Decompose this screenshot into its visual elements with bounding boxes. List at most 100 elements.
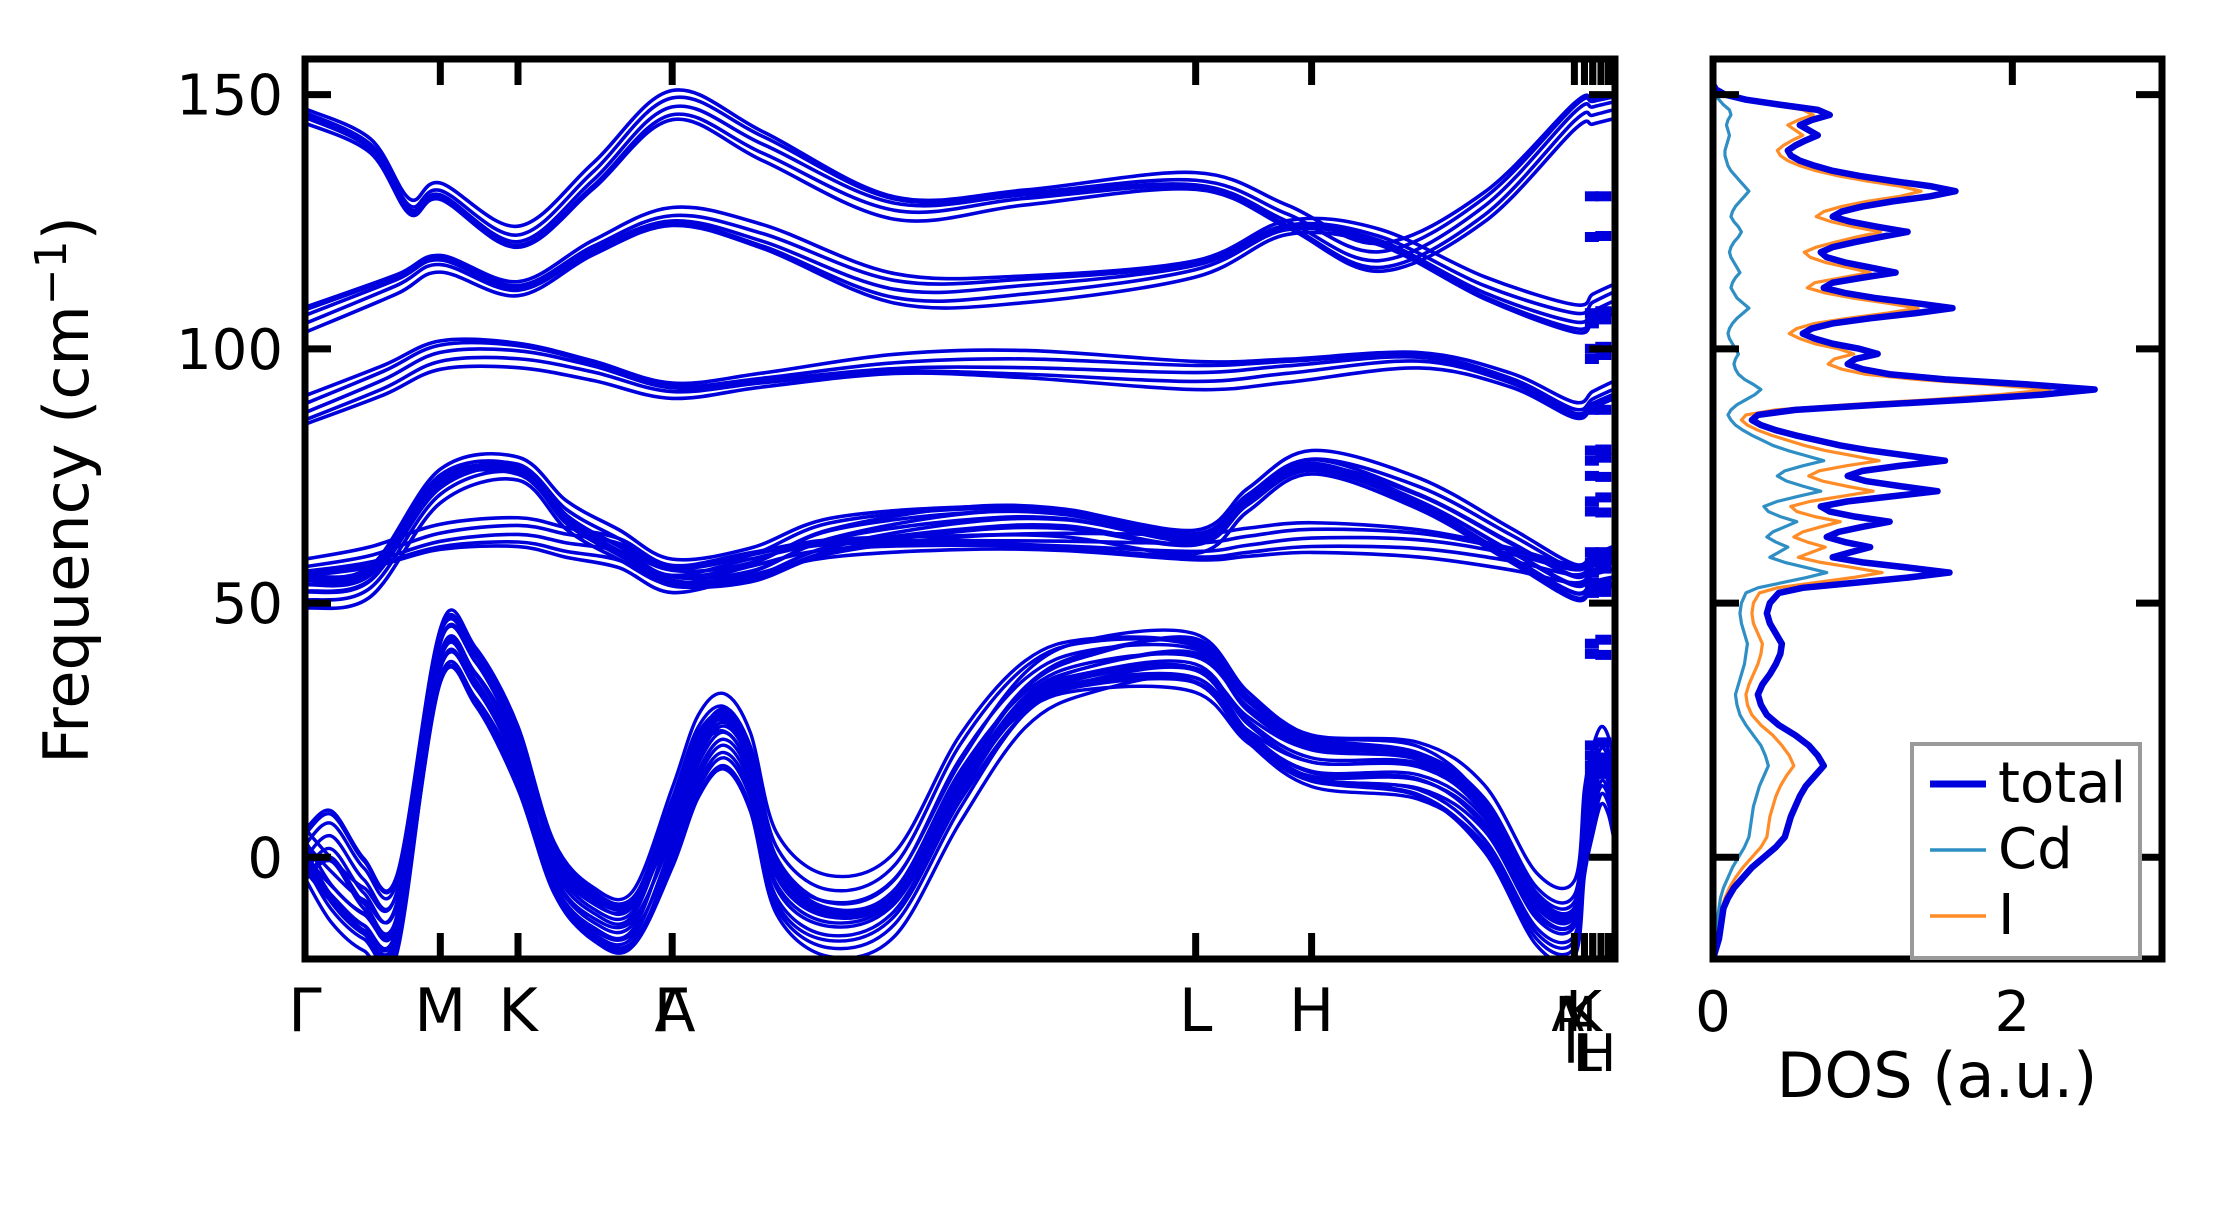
edge-marker — [1584, 496, 1599, 507]
dos-legend[interactable]: total Cd I — [1910, 742, 2142, 960]
x-tick-group — [301, 59, 1612, 959]
edge-marker — [1595, 768, 1612, 779]
band-curve — [305, 213, 1615, 316]
x-ticklabel-gamma2: Γ — [654, 976, 688, 1046]
band-curve — [305, 463, 1615, 584]
edge-marker — [1595, 452, 1612, 463]
legend-entry-cd[interactable]: Cd — [1930, 817, 2073, 882]
band-curve — [305, 660, 1615, 943]
y-ticklabel-group: 0 50 100 150 — [176, 64, 283, 892]
edge-marker — [1584, 740, 1599, 751]
edge-marker — [1595, 578, 1612, 589]
dos-curves-group — [1713, 81, 2098, 959]
x-ticklabel-h: H — [1289, 976, 1334, 1046]
edge-marker — [1584, 506, 1599, 517]
y-ticklabel: 50 — [212, 572, 283, 637]
edge-marker — [1584, 587, 1599, 598]
band-panel-frame — [301, 55, 1619, 963]
edge-marker — [1595, 737, 1612, 748]
band-curve — [305, 99, 1615, 263]
edge-marker — [1595, 507, 1612, 518]
edge-marker — [1595, 563, 1612, 574]
edge-marker — [1595, 634, 1612, 645]
band-curve — [305, 205, 1615, 310]
band-curve — [305, 107, 1615, 270]
ylabel-superscript: −1 — [26, 240, 77, 305]
y-tick-group — [305, 91, 1615, 861]
x-ticklabel-gamma: Γ — [288, 976, 322, 1046]
svg-text:Frequency (cm−1): Frequency (cm−1) — [26, 216, 103, 764]
edge-marker — [1584, 191, 1599, 202]
edge-marker — [1584, 445, 1599, 456]
ylabel-base: Frequency (cm — [30, 305, 103, 764]
x-ticklabel-l2: L — [1573, 1024, 1602, 1084]
band-curve — [305, 221, 1615, 332]
x-ticklabel-k: K — [498, 976, 539, 1046]
edge-marker — [1584, 318, 1599, 329]
edge-marker — [1584, 770, 1599, 781]
x-ticklabel-h2: H — [1577, 1024, 1616, 1084]
band-curve — [305, 663, 1615, 958]
x-ticklabel-m: M — [414, 976, 466, 1046]
edge-marker — [1595, 760, 1612, 771]
edge-marker — [1584, 577, 1599, 588]
band-curve — [305, 532, 1615, 578]
dos-x-ticklabel: 2 — [1995, 980, 2031, 1045]
legend-label-cd: Cd — [1998, 817, 2073, 882]
legend-entry-i[interactable]: I — [1930, 883, 2015, 948]
x-ticklabel-l: L — [1179, 976, 1213, 1046]
band-curve — [305, 544, 1615, 595]
edge-marker — [1584, 648, 1599, 659]
edge-marker — [1584, 547, 1599, 558]
y-ticklabel: 0 — [247, 826, 283, 891]
legend-label-total: total — [1998, 751, 2126, 816]
edge-marker-group — [1584, 191, 1612, 781]
edge-marker — [1584, 404, 1599, 415]
dos-curve-i — [1713, 82, 2052, 959]
band-curve — [305, 355, 1615, 422]
edge-marker — [1595, 314, 1612, 325]
band-curve — [305, 347, 1615, 416]
band-curve — [305, 465, 1615, 589]
band-curve — [305, 88, 1615, 246]
edge-marker — [1584, 638, 1599, 649]
edge-marker — [1595, 649, 1612, 660]
x-ticklabel-k2: K — [1565, 980, 1603, 1045]
edge-marker — [1595, 492, 1612, 503]
edge-marker — [1595, 471, 1612, 482]
dos-y-tick-group — [1713, 91, 2162, 861]
band-curve — [305, 223, 1615, 335]
x-ticklabel-a2: A — [1551, 987, 1584, 1043]
edge-marker — [1595, 306, 1612, 317]
edge-marker — [1595, 231, 1612, 241]
band-curve — [305, 448, 1615, 579]
edge-marker — [1584, 470, 1599, 481]
x-ticklabel-a: A — [655, 976, 696, 1046]
edge-marker — [1595, 191, 1612, 202]
y-ticklabel: 150 — [176, 64, 283, 129]
edge-marker — [1595, 586, 1612, 597]
dos-curve-cd — [1713, 87, 1829, 959]
band-curve — [305, 624, 1615, 923]
edge-marker — [1595, 350, 1612, 360]
edge-marker — [1584, 760, 1599, 771]
band-curve — [305, 515, 1615, 568]
edge-marker — [1595, 444, 1612, 455]
edge-marker — [1584, 750, 1599, 761]
dos-x-ticklabel: 0 — [1695, 980, 1731, 1045]
band-curve — [305, 540, 1615, 586]
edge-marker — [1595, 547, 1612, 558]
x-ticklabel-gamma3: Γ — [1563, 1012, 1594, 1077]
edge-marker — [1595, 404, 1612, 415]
edge-marker — [1584, 567, 1599, 578]
edge-marker — [1584, 455, 1599, 466]
band-curve — [305, 340, 1615, 412]
legend-entry-total[interactable]: total — [1930, 751, 2126, 816]
edge-marker — [1595, 555, 1612, 566]
y-ticklabel: 100 — [176, 318, 283, 383]
edge-marker — [1584, 557, 1599, 568]
